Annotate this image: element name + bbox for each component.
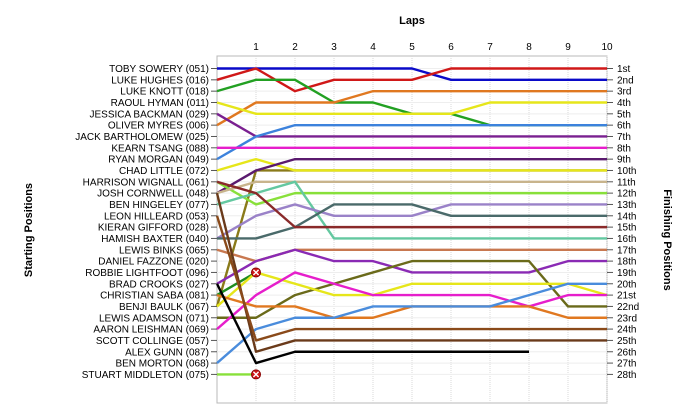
finishing-position-label: 8th xyxy=(617,143,631,154)
starting-position-label: LEON HILLEARD (053) xyxy=(104,211,209,222)
driver-trace xyxy=(216,282,607,364)
driver-trace xyxy=(217,259,607,319)
y-axis-title-right: Finishing Positions xyxy=(661,189,673,290)
finishing-position-label: 21st xyxy=(617,291,636,302)
driver-trace xyxy=(216,157,607,195)
starting-position-label: OLIVER MYRES (006) xyxy=(108,121,209,132)
driver-trace xyxy=(216,67,607,93)
lap-tick-label: 5 xyxy=(409,42,415,53)
lap-tick-label: 3 xyxy=(331,42,337,53)
lap-tick-label: 7 xyxy=(487,42,493,53)
label-layer: 1 2 3 4 5 6 7 8 9 10 TOBY SOWERY (051)LUKE HUGHES … xyxy=(75,42,639,381)
finishing-position-label: 3rd xyxy=(617,87,631,98)
finishing-position-label: 9th xyxy=(617,155,631,166)
starting-position-label: LEWIS ADAMSON (071) xyxy=(99,313,209,324)
finishing-position-label: 23rd xyxy=(617,313,637,324)
lap-tick-label: 6 xyxy=(448,42,454,53)
starting-position-label: RAOUL HYMAN (011) xyxy=(111,98,209,109)
starting-position-label: SCOTT COLLINGE (057) xyxy=(96,336,209,347)
finishing-position-label: 2nd xyxy=(617,75,634,86)
finishing-position-label: 16th xyxy=(617,234,636,245)
lap-tick-label: 8 xyxy=(526,42,532,53)
finishing-position-label: 5th xyxy=(617,109,631,120)
finishing-position-label: 10th xyxy=(617,166,636,177)
finishing-position-label: 12th xyxy=(617,189,636,200)
starting-position-label: BRAD CROOKS (027) xyxy=(109,279,209,290)
driver-trace xyxy=(216,101,607,116)
driver-trace xyxy=(217,67,607,82)
retirement-cross xyxy=(252,371,260,378)
starting-position-label: DANIEL FAZZONE (020) xyxy=(98,257,209,268)
starting-position-label: BEN MORTON (068) xyxy=(115,359,209,370)
starting-position-label: RYAN MORGAN (049) xyxy=(108,155,209,166)
starting-position-label: LUKE HUGHES (016) xyxy=(111,75,209,86)
starting-position-label: CHRISTIAN SABA (081) xyxy=(100,291,209,302)
driver-trace xyxy=(216,112,607,138)
lap-tick-label: 2 xyxy=(292,42,298,53)
starting-position-label: TOBY SOWERY (051) xyxy=(109,64,209,75)
starting-position-label: KIERAN GIFFORD (028) xyxy=(98,223,209,234)
driver-trace xyxy=(216,271,257,297)
driver-trace xyxy=(216,180,607,240)
starting-position-label: BENJI BAULK (067) xyxy=(119,302,209,313)
starting-position-label: ROBBIE LIGHTFOOT (096) xyxy=(85,268,209,279)
retirement-cross xyxy=(252,269,260,276)
starting-position-label: JOSH CORNWELL (048) xyxy=(97,189,209,200)
driver-trace xyxy=(216,180,607,206)
driver-trace xyxy=(216,180,607,195)
starting-position-label: LUKE KNOTT (018) xyxy=(120,87,209,98)
driver-trace xyxy=(217,203,607,240)
finishing-position-label: 28th xyxy=(617,370,636,381)
finishing-position-label: 17th xyxy=(617,245,636,256)
finishing-position-label: 4th xyxy=(617,98,631,109)
driver-trace xyxy=(215,192,607,353)
driver-trace xyxy=(216,89,607,127)
starting-position-label: HAMISH BAXTER (040) xyxy=(101,234,209,245)
starting-position-label: BEN HINGELEY (077) xyxy=(109,200,209,211)
driver-trace xyxy=(216,180,607,229)
x-axis-title: Laps xyxy=(399,15,425,27)
finishing-position-label: 22nd xyxy=(617,302,639,313)
starting-position-label: AARON LEISHMAN (069) xyxy=(93,325,209,336)
driver-trace xyxy=(216,123,607,161)
starting-position-label: HARRISON WIGNALL (061) xyxy=(83,177,209,188)
finishing-position-label: 24th xyxy=(617,325,636,336)
finishing-position-label: 20th xyxy=(617,279,636,290)
lap-tick-label: 10 xyxy=(601,42,613,53)
driver-trace xyxy=(215,283,529,365)
starting-position-label: LEWIS BINKS (065) xyxy=(119,245,209,256)
starting-position-label: ALEX GUNN (087) xyxy=(125,347,209,358)
starting-position-label: KEARN TSANG (088) xyxy=(111,143,209,154)
finishing-position-label: 27th xyxy=(617,359,636,370)
finishing-position-label: 14th xyxy=(617,211,636,222)
driver-trace xyxy=(216,248,607,285)
marks-layer xyxy=(251,267,261,380)
finishing-position-label: 6th xyxy=(617,121,631,132)
finishing-position-label: 18th xyxy=(617,257,636,268)
finishing-position-label: 1st xyxy=(617,64,631,75)
driver-trace xyxy=(215,215,607,342)
finishing-position-label: 11th xyxy=(617,177,636,188)
driver-trace xyxy=(216,203,607,240)
lap-tick-label: 9 xyxy=(565,42,571,53)
finishing-position-label: 7th xyxy=(617,132,631,143)
finishing-position-label: 19th xyxy=(617,268,636,279)
starting-position-label: JESSICA BACKMAN (029) xyxy=(90,109,209,120)
starting-position-label: STUART MIDDLETON (075) xyxy=(82,370,209,381)
y-axis-title-left: Starting Positions xyxy=(23,183,35,277)
finishing-position-label: 25th xyxy=(617,336,636,347)
finishing-position-label: 26th xyxy=(617,347,636,358)
starting-position-label: JACK BARTHOLOMEW (025) xyxy=(75,132,209,143)
driver-trace xyxy=(216,271,607,330)
lap-tick-label: 4 xyxy=(370,42,376,53)
lap-tick-label: 1 xyxy=(253,42,259,53)
lines-layer xyxy=(215,67,608,376)
finishing-position-label: 13th xyxy=(617,200,636,211)
driver-trace xyxy=(216,157,607,172)
finishing-position-label: 15th xyxy=(617,223,636,234)
starting-position-label: CHAD LITTLE (072) xyxy=(119,166,209,177)
